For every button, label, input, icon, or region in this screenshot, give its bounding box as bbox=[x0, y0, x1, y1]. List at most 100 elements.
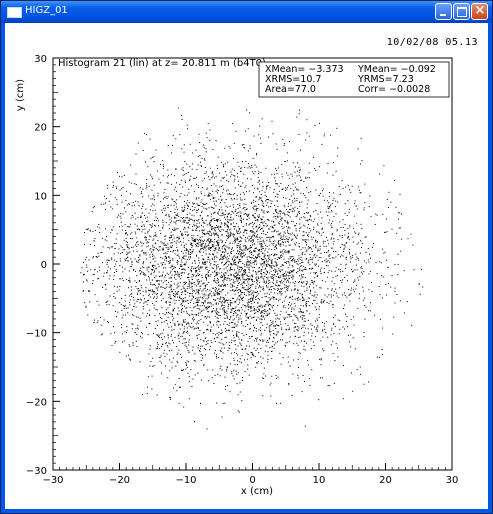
data-point bbox=[175, 168, 177, 170]
data-point bbox=[164, 196, 166, 198]
data-point bbox=[203, 295, 205, 297]
data-point bbox=[104, 195, 106, 197]
data-point bbox=[263, 373, 265, 375]
data-point bbox=[234, 198, 236, 200]
data-point bbox=[200, 353, 202, 355]
data-point bbox=[252, 292, 254, 294]
data-point bbox=[114, 247, 116, 249]
data-point bbox=[172, 357, 174, 359]
data-point bbox=[207, 339, 209, 341]
data-point bbox=[319, 122, 320, 124]
maximize-button[interactable] bbox=[453, 3, 470, 20]
data-point bbox=[242, 287, 244, 289]
data-point bbox=[172, 239, 174, 241]
data-point bbox=[136, 260, 138, 262]
data-point bbox=[196, 304, 198, 306]
data-point bbox=[218, 326, 219, 328]
data-point bbox=[246, 208, 248, 210]
data-point bbox=[216, 336, 218, 338]
minimize-button[interactable] bbox=[435, 3, 452, 20]
data-point bbox=[291, 260, 293, 262]
data-point bbox=[210, 224, 211, 226]
data-point bbox=[255, 257, 257, 258]
data-point bbox=[263, 256, 265, 258]
data-point bbox=[186, 222, 188, 224]
data-point bbox=[230, 316, 232, 317]
data-point bbox=[169, 312, 171, 314]
data-point bbox=[293, 269, 295, 271]
data-point bbox=[232, 250, 234, 252]
data-point bbox=[179, 298, 181, 300]
data-point bbox=[352, 390, 354, 392]
data-point bbox=[259, 290, 261, 292]
data-point bbox=[274, 284, 276, 286]
data-point bbox=[160, 163, 162, 165]
data-point bbox=[239, 358, 241, 360]
data-point bbox=[241, 250, 243, 252]
data-point bbox=[146, 315, 148, 317]
data-point bbox=[137, 217, 139, 219]
data-point bbox=[234, 210, 236, 212]
data-point bbox=[301, 253, 303, 255]
data-point bbox=[327, 336, 329, 338]
data-point bbox=[243, 218, 244, 220]
data-point bbox=[214, 239, 216, 240]
data-point bbox=[207, 239, 209, 241]
data-point bbox=[164, 238, 166, 240]
data-point bbox=[153, 284, 155, 285]
data-point bbox=[256, 340, 258, 342]
data-point bbox=[237, 364, 238, 365]
data-point bbox=[134, 280, 136, 282]
data-point bbox=[287, 211, 289, 213]
data-point bbox=[214, 315, 216, 317]
data-point bbox=[306, 284, 307, 286]
data-point bbox=[277, 230, 279, 232]
data-point bbox=[297, 268, 299, 270]
data-point bbox=[246, 264, 247, 266]
data-point bbox=[249, 230, 251, 232]
data-point bbox=[277, 285, 279, 287]
data-point bbox=[168, 281, 169, 283]
data-point bbox=[121, 225, 123, 227]
data-point bbox=[292, 266, 294, 268]
data-point bbox=[169, 396, 171, 398]
data-point bbox=[251, 278, 253, 280]
data-point bbox=[173, 310, 174, 312]
data-point bbox=[257, 220, 259, 222]
data-point bbox=[207, 316, 209, 318]
data-point bbox=[173, 267, 175, 269]
title-bar[interactable]: HIGZ_01 × bbox=[1, 1, 492, 23]
data-point bbox=[286, 214, 288, 216]
data-point bbox=[220, 301, 222, 303]
data-point bbox=[328, 207, 330, 209]
data-point bbox=[210, 241, 212, 243]
data-point bbox=[253, 258, 255, 259]
data-point bbox=[160, 294, 162, 296]
data-point bbox=[191, 288, 193, 290]
data-point bbox=[142, 394, 144, 395]
data-point bbox=[210, 305, 212, 307]
data-point bbox=[153, 156, 155, 158]
close-button[interactable]: × bbox=[471, 3, 488, 20]
data-point bbox=[103, 319, 105, 321]
data-point bbox=[199, 242, 201, 243]
data-point bbox=[195, 229, 197, 231]
data-point bbox=[386, 231, 388, 233]
data-point bbox=[174, 336, 176, 338]
data-point bbox=[272, 226, 274, 228]
data-point bbox=[387, 283, 389, 285]
data-point bbox=[232, 297, 233, 299]
data-point bbox=[205, 249, 207, 251]
data-point bbox=[244, 270, 246, 272]
data-point bbox=[302, 297, 304, 299]
data-point bbox=[267, 219, 269, 221]
data-point bbox=[244, 253, 246, 255]
data-point bbox=[293, 314, 295, 316]
data-point bbox=[279, 234, 281, 236]
data-point bbox=[187, 277, 189, 279]
data-point bbox=[106, 198, 107, 200]
data-point bbox=[265, 167, 267, 169]
data-point bbox=[239, 258, 241, 260]
data-point bbox=[188, 376, 190, 378]
data-point bbox=[251, 232, 253, 233]
